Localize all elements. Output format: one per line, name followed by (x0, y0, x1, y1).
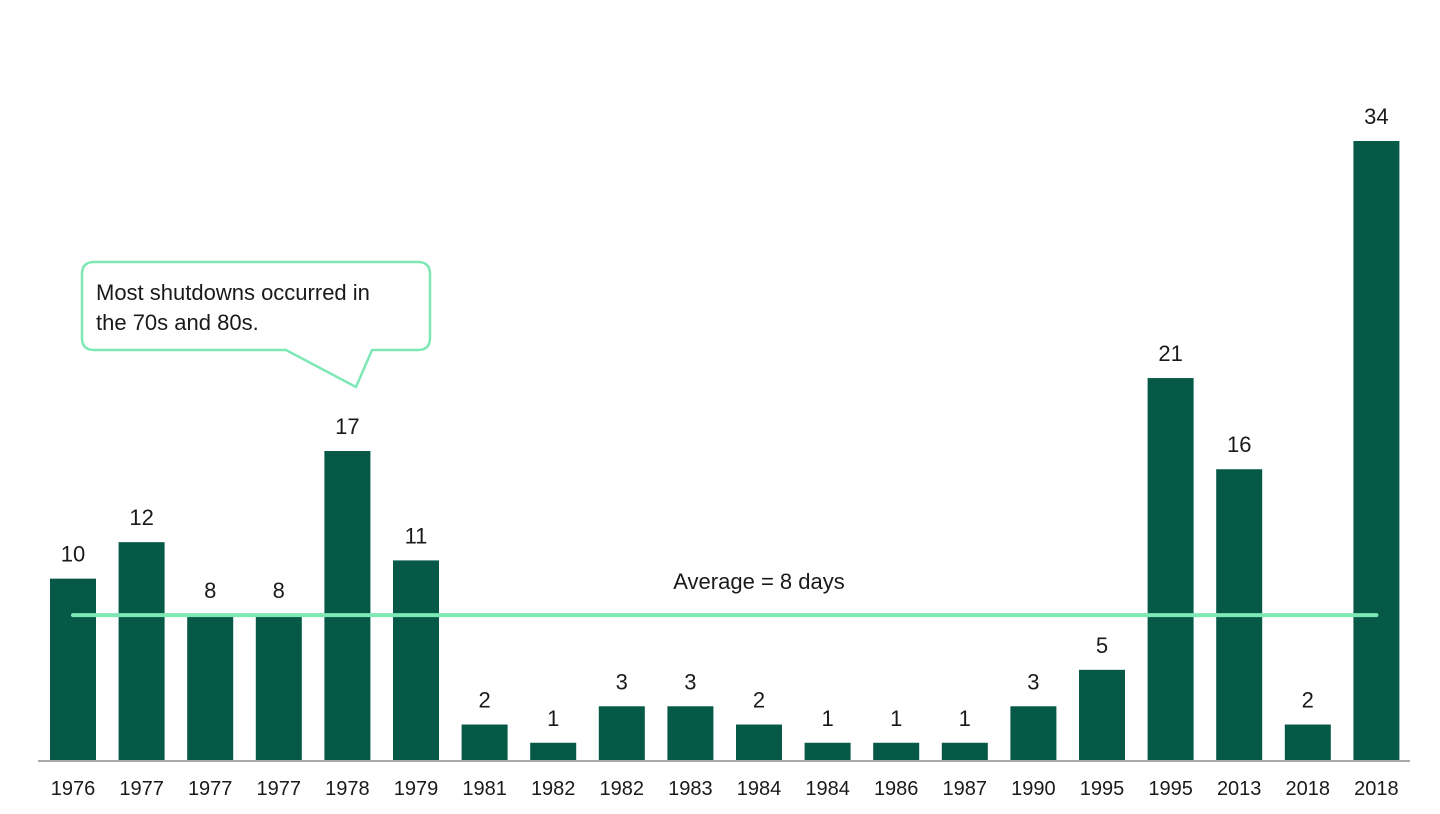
bar-9 (667, 706, 714, 761)
bar-1 (118, 542, 165, 761)
x-tick-label-19: 2018 (1354, 778, 1399, 800)
bar-11 (804, 742, 851, 761)
callout-bubble (80, 260, 432, 389)
bar-value-label-1: 12 (129, 505, 153, 530)
callout-text-line-2: the 70s and 80s. (96, 310, 259, 335)
bar-13 (941, 742, 988, 761)
bar-value-label-3: 8 (273, 578, 285, 603)
x-tick-label-7: 1982 (531, 778, 576, 800)
bar-0 (50, 578, 96, 761)
bar-value-label-2: 8 (204, 578, 216, 603)
x-tick-label-12: 1986 (874, 778, 919, 800)
bar-value-label-11: 1 (821, 706, 833, 731)
bar-value-label-17: 16 (1227, 432, 1251, 457)
bar-value-label-16: 21 (1158, 341, 1182, 366)
x-tick-label-9: 1983 (668, 778, 713, 800)
x-tick-label-0: 1976 (51, 778, 96, 800)
bar-value-label-12: 1 (890, 706, 902, 731)
x-tick-label-1: 1977 (119, 778, 164, 800)
bar-12 (873, 742, 920, 761)
x-tick-label-16: 1995 (1148, 778, 1193, 800)
x-axis-tick-labels: 1976 1977 1977 1977 1978 1979 1981 1982 1982 1983… (51, 778, 1399, 800)
x-tick-label-18: 2018 (1286, 778, 1331, 800)
bar-6 (461, 724, 508, 761)
x-tick-label-11: 1984 (805, 778, 850, 800)
bar-value-label-8: 3 (616, 669, 628, 694)
bar-value-label-5: 11 (405, 523, 428, 548)
bar-2 (187, 615, 234, 761)
x-tick-label-14: 1990 (1011, 778, 1056, 800)
x-tick-label-10: 1984 (737, 778, 782, 800)
bar-value-label-9: 3 (684, 669, 696, 694)
x-tick-label-15: 1995 (1080, 778, 1125, 800)
bar-5 (393, 560, 439, 761)
x-tick-label-3: 1977 (257, 778, 302, 800)
bar-value-label-0: 10 (61, 542, 85, 567)
bar-3 (255, 615, 302, 761)
x-tick-label-5: 1979 (394, 778, 439, 800)
average-label: Average = 8 days (673, 569, 844, 594)
bar-value-label-10: 2 (753, 688, 765, 713)
bar-8 (598, 706, 645, 761)
bar-14 (1010, 706, 1057, 761)
bar-4 (324, 451, 371, 761)
bar-value-label-6: 2 (478, 688, 490, 713)
bar-19 (1353, 141, 1400, 761)
bar-value-label-7: 1 (547, 706, 559, 731)
bar-7 (530, 742, 577, 761)
x-tick-label-6: 1981 (462, 778, 507, 800)
x-tick-label-8: 1982 (600, 778, 645, 800)
bar-18 (1284, 724, 1331, 761)
bar-value-label-18: 2 (1302, 688, 1314, 713)
x-tick-label-13: 1987 (943, 778, 988, 800)
bar-value-label-14: 3 (1027, 669, 1039, 694)
bar-15 (1079, 669, 1125, 761)
bars-layer (50, 141, 1400, 761)
callout-text-line-1: Most shutdowns occurred in (96, 280, 370, 305)
bar-value-label-13: 1 (959, 706, 971, 731)
x-tick-label-4: 1978 (325, 778, 370, 800)
bar-value-label-15: 5 (1096, 633, 1108, 658)
x-tick-label-2: 1977 (188, 778, 233, 800)
annotation-callout: Most shutdowns occurred in the 70s and 8… (80, 260, 432, 389)
x-tick-label-17: 2013 (1217, 778, 1262, 800)
bar-value-label-19: 34 (1364, 104, 1388, 129)
bar-10 (736, 724, 782, 761)
bar-value-label-4: 17 (335, 414, 359, 439)
bar-16 (1147, 378, 1194, 761)
